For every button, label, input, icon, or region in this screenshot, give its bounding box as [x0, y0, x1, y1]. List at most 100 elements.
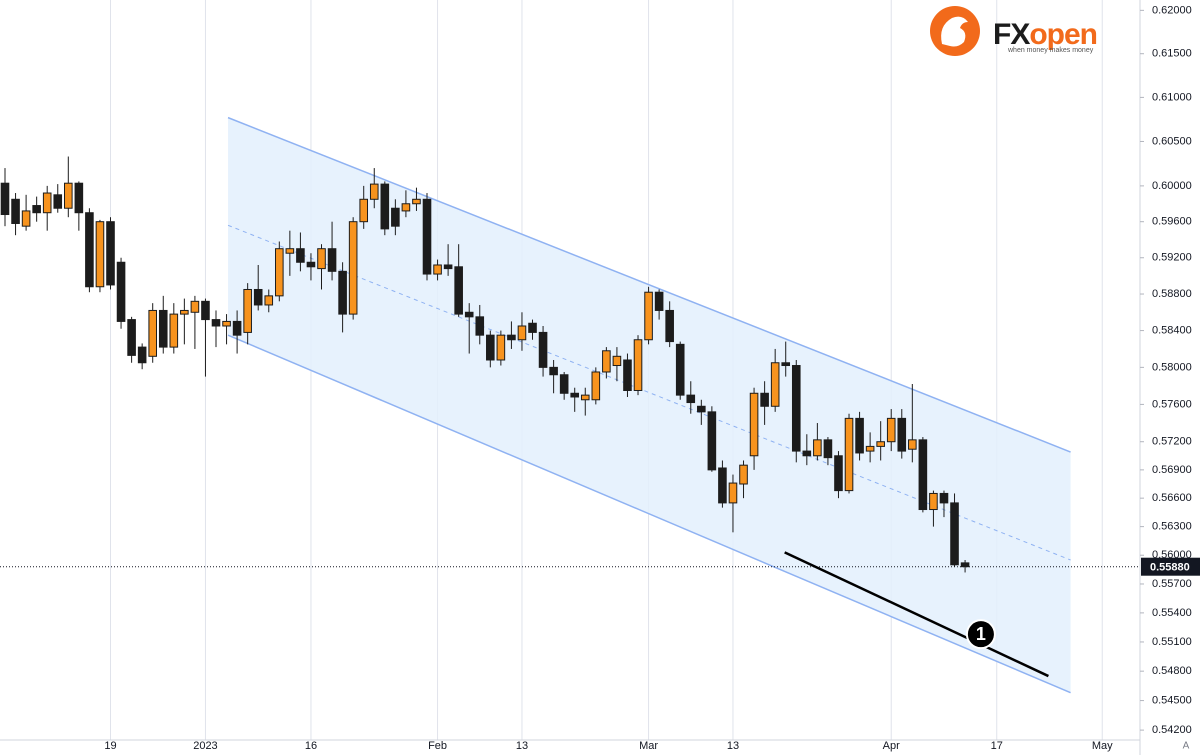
- x-tick-label: May: [1092, 740, 1113, 752]
- candle-body: [844, 417, 854, 492]
- candle-body: [53, 194, 63, 209]
- candle-body: [939, 492, 949, 504]
- candle-body: [813, 439, 822, 457]
- logo-lion: [941, 16, 968, 47]
- candle-body: [116, 261, 126, 322]
- candle-body: [64, 182, 73, 209]
- candle-body: [412, 198, 421, 205]
- candle-body: [359, 198, 369, 223]
- last-price-label: 0.55880: [1150, 562, 1190, 574]
- candle-body: [422, 198, 432, 275]
- x-tick-label: 13: [516, 740, 528, 752]
- candle-body: [791, 365, 801, 452]
- candle-body: [612, 355, 622, 367]
- y-tick-label: 0.58800: [1152, 288, 1192, 300]
- candle-body: [739, 464, 748, 485]
- x-tick-label: Feb: [428, 740, 447, 752]
- candle-body: [201, 300, 210, 321]
- candle-body: [496, 334, 506, 361]
- candle-body: [169, 313, 179, 348]
- x-tick-label: 17: [991, 740, 1003, 752]
- candle-body: [275, 248, 284, 297]
- y-tick-label: 0.59600: [1152, 216, 1192, 228]
- candle-body: [823, 439, 833, 459]
- x-tick-label: 19: [104, 740, 116, 752]
- y-tick-label: 0.60500: [1152, 135, 1192, 147]
- y-tick-label: 0.58400: [1152, 324, 1192, 336]
- scale-button[interactable]: A: [1183, 741, 1190, 752]
- candle-body: [918, 439, 928, 511]
- y-tick-label: 0.54800: [1152, 665, 1192, 677]
- candle-body: [665, 309, 674, 343]
- candle-body: [317, 248, 326, 270]
- candle-body: [296, 248, 305, 263]
- y-tick-label: 0.56600: [1152, 492, 1192, 504]
- channel-fill: [228, 117, 1071, 693]
- logo-open: open: [1029, 18, 1097, 51]
- candle-body: [538, 331, 548, 368]
- candle-body: [464, 311, 474, 318]
- candle-body: [633, 339, 643, 391]
- candle-body: [654, 291, 664, 311]
- candle-body: [148, 309, 158, 357]
- y-tick-label: 0.57200: [1152, 436, 1192, 448]
- candle-body: [454, 266, 463, 315]
- candle-body: [222, 320, 231, 327]
- candle-body: [486, 334, 495, 361]
- candle-body: [95, 221, 105, 288]
- candle-body: [707, 411, 717, 471]
- candle-body: [243, 288, 252, 333]
- candle-body: [570, 392, 580, 398]
- candle-body: [876, 441, 885, 447]
- candle-body: [623, 359, 632, 391]
- candle-body: [253, 288, 263, 306]
- candle-body: [865, 445, 875, 452]
- y-tick-label: 0.56900: [1152, 464, 1192, 476]
- y-tick-label: 0.56300: [1152, 521, 1192, 533]
- candle-body: [433, 264, 442, 275]
- candle-body: [950, 502, 959, 566]
- candle-body: [348, 221, 358, 315]
- y-tick-label: 0.57600: [1152, 398, 1192, 410]
- y-tick-label: 0.60000: [1152, 180, 1192, 192]
- candle-body: [232, 320, 242, 336]
- candle-body: [908, 439, 917, 450]
- y-tick-label: 0.62000: [1152, 4, 1192, 16]
- x-tick-label: Mar: [639, 740, 658, 752]
- candle-body: [675, 343, 685, 396]
- candle-body: [11, 198, 20, 224]
- candle-body: [74, 182, 84, 214]
- logo-tagline: when money makes money: [1007, 47, 1094, 54]
- logo-fx: FX: [993, 18, 1030, 51]
- candle-body: [580, 394, 590, 401]
- y-tick-label: 0.54200: [1152, 724, 1192, 736]
- candle-body: [369, 183, 379, 200]
- y-tick-label: 0.61500: [1152, 48, 1192, 60]
- candle-body: [401, 203, 411, 212]
- y-tick-label: 0.55100: [1152, 636, 1192, 648]
- price-axis: [1140, 0, 1200, 755]
- candle-body: [106, 221, 115, 286]
- candle-body: [443, 264, 453, 270]
- candle-body: [158, 309, 168, 348]
- channel-lower: [227, 334, 1071, 694]
- candle-body: [644, 291, 653, 341]
- candle-body: [549, 366, 558, 376]
- candle-body: [802, 450, 812, 457]
- candle-body: [728, 482, 738, 504]
- candle-body: [834, 455, 843, 492]
- candle-body: [338, 270, 347, 315]
- candle-body: [391, 207, 400, 227]
- candle-body: [0, 182, 10, 216]
- y-tick-label: 0.59200: [1152, 252, 1192, 264]
- x-tick-label: 16: [305, 740, 317, 752]
- candle-body: [21, 210, 31, 227]
- candle-body: [85, 212, 94, 288]
- candle-body: [137, 346, 147, 364]
- y-tick-label: 0.61000: [1152, 91, 1192, 103]
- candle-body: [686, 394, 696, 404]
- trend-line: [784, 551, 1049, 678]
- logo-brand: FXopen: [993, 18, 1097, 51]
- candle-body: [897, 417, 907, 452]
- y-tick-label: 0.54500: [1152, 694, 1192, 706]
